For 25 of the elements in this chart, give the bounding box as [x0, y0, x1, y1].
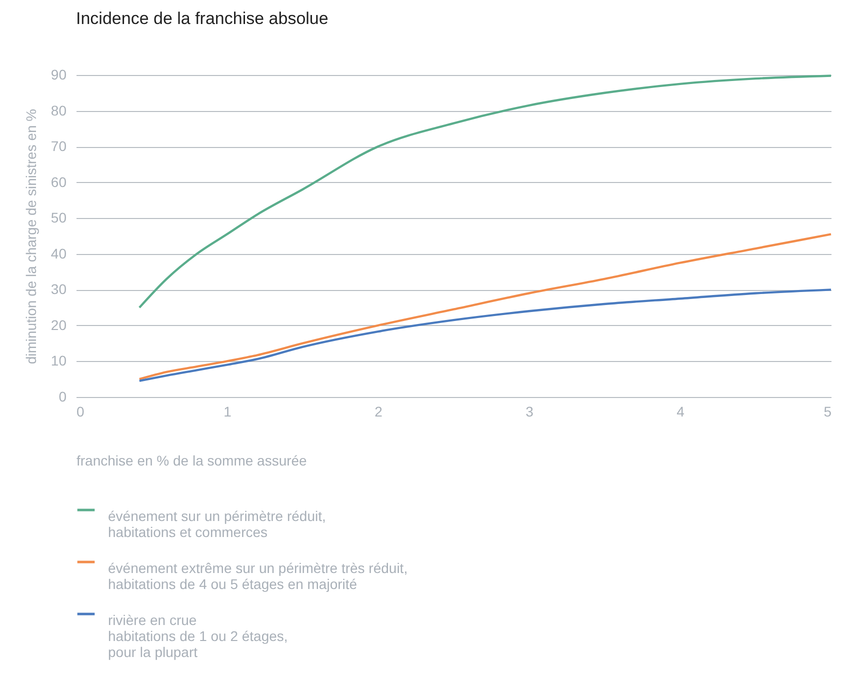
- x-tick-label: 2: [374, 404, 383, 420]
- y-tick-label: 90: [50, 66, 67, 82]
- y-tick-label: 10: [50, 352, 67, 369]
- x-tick-label: 4: [676, 404, 685, 420]
- legend-label: événement sur un périmètre réduit, habitations et commerces: [108, 508, 326, 540]
- line-series: [138, 74, 832, 309]
- chart-title: Incidence de la franchise absolue: [76, 9, 328, 28]
- y-tick-label: 80: [50, 102, 67, 118]
- y-tick-label: 70: [50, 138, 67, 154]
- y-tick-label: 50: [50, 210, 67, 226]
- y-axis-title: diminution de la charge de sinistres en %: [22, 108, 39, 364]
- y-tick-label: 60: [50, 174, 67, 190]
- legend-label: rivière en crue habitations de 1 ou 2 étages, pour la plupart: [108, 612, 288, 660]
- x-axis-title: franchise en % de la somme assurée: [76, 452, 308, 468]
- legend-label: événement extrême sur un périmètre très réduit, habitations de 4 ou 5 étages en majorité: [108, 560, 408, 592]
- line-series: [138, 288, 832, 382]
- y-tick-label: 40: [50, 245, 67, 262]
- x-tick-label: 1: [224, 404, 232, 420]
- x-tick-label: 3: [526, 404, 534, 420]
- x-tick-label: 5: [824, 404, 832, 420]
- y-tick-label: 20: [50, 316, 67, 333]
- y-tick-label: 0: [58, 388, 67, 404]
- y-tick-label: 30: [50, 281, 67, 298]
- line-series: [138, 233, 832, 380]
- x-tick-label: 0: [76, 404, 84, 420]
